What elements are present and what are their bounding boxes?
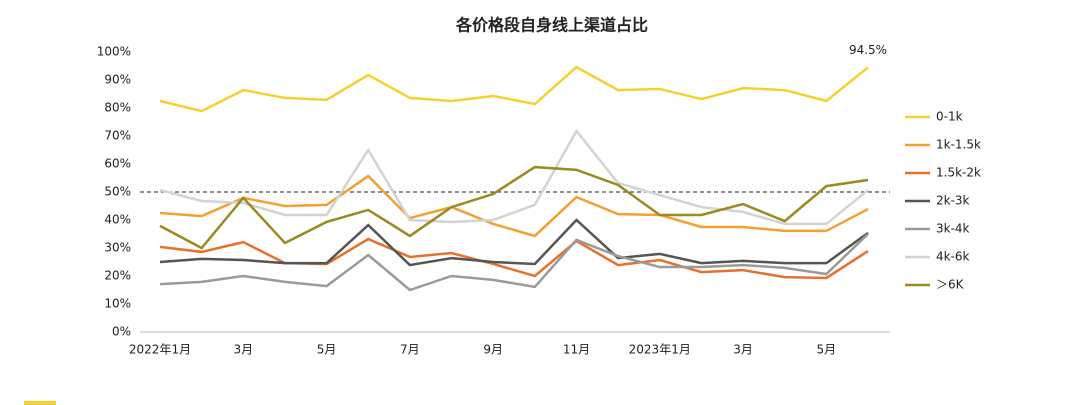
x-tick-label: 2023年1月 — [629, 343, 691, 357]
x-tick-label: 2022年1月 — [129, 343, 191, 357]
chart-title: 各价格段自身线上渠道占比 — [455, 16, 648, 35]
legend-label: 2k-3k — [936, 194, 970, 208]
series-line — [159, 218, 869, 267]
series-line — [159, 233, 869, 292]
series-line — [159, 165, 869, 250]
y-tick-label: 70% — [104, 129, 131, 143]
y-tick-label: 80% — [104, 101, 131, 115]
x-tick-label: 3月 — [733, 343, 753, 357]
legend-label: 3k-4k — [936, 222, 970, 236]
y-tick-label: 60% — [104, 157, 131, 171]
y-tick-label: 0% — [112, 325, 131, 339]
y-tick-label: 50% — [104, 185, 131, 199]
y-tick-label: 90% — [104, 73, 131, 87]
x-tick-label: 7月 — [400, 343, 420, 357]
y-tick-label: 10% — [104, 297, 131, 311]
x-tick-label: 5月 — [317, 343, 337, 357]
y-tick-label: 20% — [104, 269, 131, 283]
annotation: 94.5% — [849, 43, 887, 57]
legend-label: 1.5k-2k — [936, 166, 981, 180]
x-tick-label: 5月 — [817, 343, 837, 357]
decoration — [24, 401, 56, 405]
x-tick-label: 3月 — [233, 343, 253, 357]
series-line — [159, 237, 869, 280]
y-tick-label: 40% — [104, 213, 131, 227]
x-tick-label: 9月 — [483, 343, 503, 357]
series-line — [159, 128, 869, 226]
series-line — [159, 65, 869, 113]
legend-label: 1k-1.5k — [936, 138, 981, 152]
legend-label: 4k-6k — [936, 250, 970, 264]
y-tick-label: 30% — [104, 241, 131, 255]
y-tick-label: 100% — [97, 45, 131, 59]
legend-label: ＞6K — [936, 278, 965, 292]
legend-label: 0-1k — [936, 110, 963, 124]
series-line — [159, 174, 869, 238]
x-tick-label: 11月 — [563, 343, 590, 357]
